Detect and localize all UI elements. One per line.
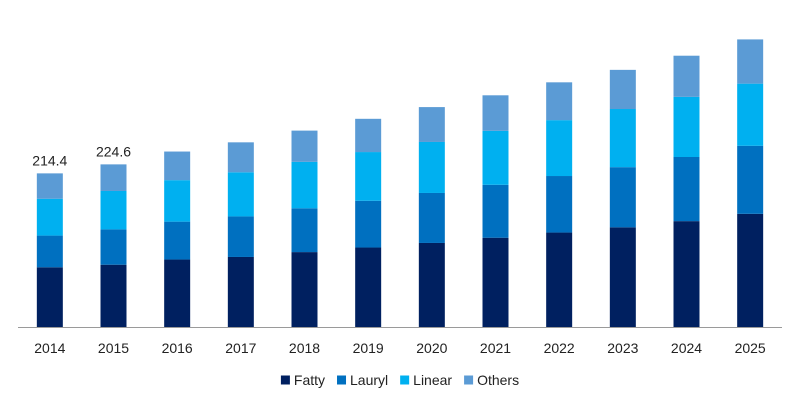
bar-fatty-2024 <box>673 221 700 327</box>
bar-others-2020 <box>418 107 445 142</box>
bar-others-2024 <box>673 55 700 97</box>
legend-swatch-linear <box>400 375 410 385</box>
legend-swatch-lauryl <box>337 375 347 385</box>
bar-fatty-2019 <box>355 247 382 327</box>
legend-item-others: Others <box>464 372 519 388</box>
legend-label-others: Others <box>477 372 519 388</box>
x-tick-label-2016: 2016 <box>162 340 193 356</box>
bar-fatty-2014 <box>36 267 63 327</box>
legend-label-fatty: Fatty <box>294 372 325 388</box>
bar-linear-2020 <box>418 141 445 193</box>
legend-swatch-fatty <box>280 375 290 385</box>
x-tick-label-2020: 2020 <box>416 340 447 356</box>
bar-fatty-2017 <box>227 256 254 327</box>
bar-linear-2024 <box>673 96 700 157</box>
bar-lauryl-2018 <box>291 208 318 253</box>
bar-linear-2025 <box>737 83 764 146</box>
data-labels: 214.4 224.6 <box>32 143 131 168</box>
data-label-2014: 214.4 <box>32 152 67 168</box>
bar-fatty-2022 <box>546 232 573 327</box>
x-tick-label-2023: 2023 <box>607 340 638 356</box>
bar-others-2015 <box>100 164 127 191</box>
legend-label-lauryl: Lauryl <box>350 372 388 388</box>
bar-linear-2018 <box>291 161 318 209</box>
bar-lauryl-2021 <box>482 184 509 238</box>
legend-item-linear: Linear <box>400 372 452 388</box>
bar-lauryl-2014 <box>36 235 63 268</box>
bar-linear-2015 <box>100 190 127 230</box>
bar-others-2017 <box>227 142 254 173</box>
bar-lauryl-2015 <box>100 229 127 265</box>
bar-fatty-2015 <box>100 264 127 327</box>
bar-others-2025 <box>737 39 764 84</box>
bar-fatty-2025 <box>737 213 764 327</box>
bar-others-2018 <box>291 130 318 162</box>
bar-others-2021 <box>482 95 509 131</box>
legend: Fatty Lauryl Linear Others <box>280 372 519 388</box>
bar-fatty-2020 <box>418 242 445 327</box>
x-tick-label-2017: 2017 <box>225 340 256 356</box>
bar-lauryl-2022 <box>546 176 573 233</box>
bar-fatty-2021 <box>482 237 509 327</box>
bar-others-2022 <box>546 82 573 121</box>
data-label-2015: 224.6 <box>96 143 131 159</box>
legend-item-fatty: Fatty <box>280 372 325 388</box>
bar-linear-2019 <box>355 152 382 201</box>
bar-lauryl-2023 <box>609 167 636 228</box>
x-tick-label-2022: 2022 <box>544 340 575 356</box>
bar-linear-2023 <box>609 109 636 168</box>
bar-lauryl-2017 <box>227 216 254 257</box>
bars-layer <box>36 39 764 327</box>
x-tick-label-2018: 2018 <box>289 340 320 356</box>
bar-lauryl-2016 <box>164 221 191 260</box>
bar-lauryl-2024 <box>673 157 700 222</box>
x-tick-label-2014: 2014 <box>34 340 65 356</box>
bar-lauryl-2019 <box>355 200 382 248</box>
bar-others-2019 <box>355 118 382 153</box>
bar-linear-2016 <box>164 180 191 222</box>
x-tick-label-2019: 2019 <box>353 340 384 356</box>
bar-others-2023 <box>609 69 636 110</box>
bar-fatty-2016 <box>164 259 191 327</box>
bar-fatty-2018 <box>291 252 318 327</box>
legend-item-lauryl: Lauryl <box>337 372 388 388</box>
bar-lauryl-2025 <box>737 145 764 214</box>
x-tick-label-2015: 2015 <box>98 340 129 356</box>
bar-fatty-2023 <box>609 227 636 327</box>
legend-swatch-others <box>464 375 474 385</box>
bar-others-2016 <box>164 151 191 181</box>
x-tick-labels: 2014 2015 2016 2017 2018 2019 2020 2021 2022 2023… <box>34 340 766 356</box>
bar-others-2014 <box>36 173 63 199</box>
x-tick-label-2024: 2024 <box>671 340 702 356</box>
x-tick-label-2025: 2025 <box>735 340 766 356</box>
bar-linear-2021 <box>482 130 509 185</box>
legend-label-linear: Linear <box>413 372 452 388</box>
bar-linear-2014 <box>36 198 63 236</box>
bar-lauryl-2020 <box>418 192 445 243</box>
x-tick-label-2021: 2021 <box>480 340 511 356</box>
bar-linear-2017 <box>227 172 254 217</box>
bar-linear-2022 <box>546 120 573 177</box>
